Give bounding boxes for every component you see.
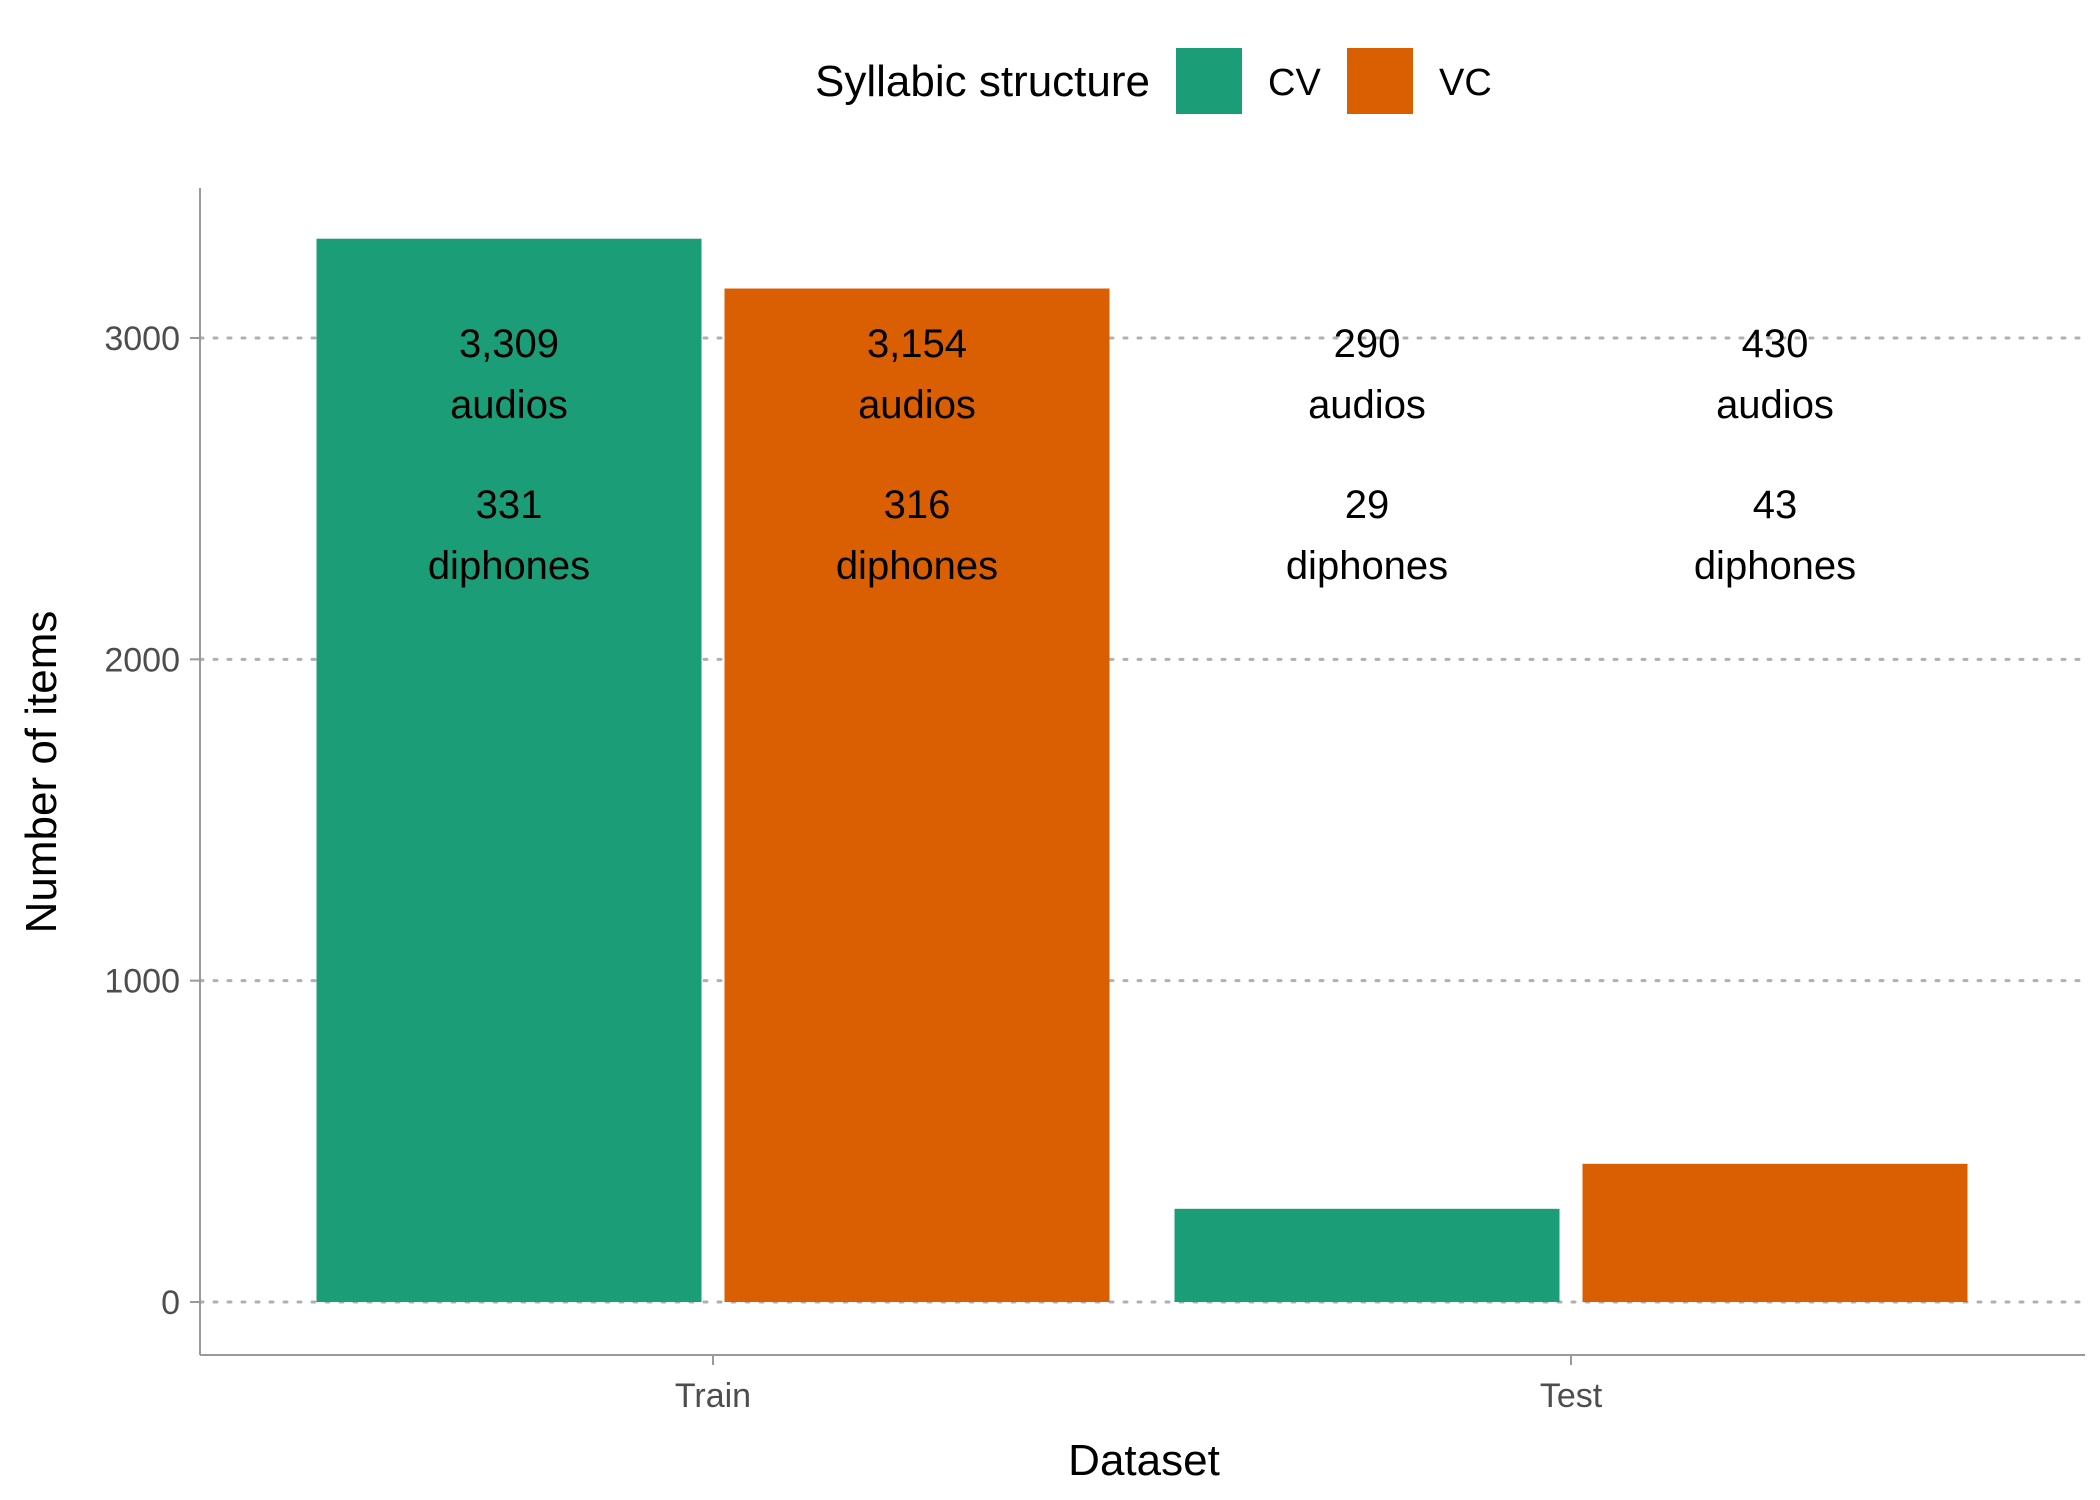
label-audios-count-cv-train: 3,309	[459, 322, 559, 366]
label-audios-word-vc-test: audios	[1716, 383, 1834, 427]
legend: Syllabic structure CV VC	[815, 48, 1492, 114]
label-audios-count-vc-train: 3,154	[867, 322, 967, 366]
label-diphones-count-cv-train: 331	[476, 483, 543, 527]
bar-vc-train	[724, 288, 1110, 1303]
y-axis-title: Number of items	[17, 611, 66, 934]
label-audios-count-vc-test: 430	[1742, 322, 1809, 366]
bar-labels: 3,309 audios 331 diphones 3,154 audios 316 diph…	[428, 322, 1856, 588]
label-audios-word-cv-test: audios	[1308, 383, 1426, 427]
legend-key-cv	[1176, 48, 1242, 114]
label-audios-word-vc-train: audios	[858, 383, 976, 427]
x-tick-label-train: Train	[675, 1377, 751, 1415]
bars	[316, 238, 1968, 1303]
label-diphones-count-vc-train: 316	[884, 483, 951, 527]
label-diphones-word-vc-test: diphones	[1694, 544, 1856, 588]
label-audios-word-cv-train: audios	[450, 383, 568, 427]
y-tick-label-1000: 1000	[104, 963, 180, 1001]
bar-cv-train	[316, 238, 702, 1302]
label-diphones-word-vc-train: diphones	[836, 544, 998, 588]
label-diphones-count-vc-test: 43	[1753, 483, 1798, 527]
y-tick-label-0: 0	[161, 1284, 180, 1322]
bar-vc-test	[1582, 1163, 1968, 1302]
bar-cv-test	[1174, 1208, 1560, 1302]
axes: 0 1000 2000 3000 Train Test	[104, 188, 2085, 1415]
legend-key-vc	[1347, 48, 1413, 114]
label-diphones-count-cv-test: 29	[1345, 483, 1390, 527]
x-axis-title: Dataset	[1068, 1436, 1220, 1485]
legend-label-cv: CV	[1268, 62, 1321, 104]
label-diphones-word-cv-test: diphones	[1286, 544, 1448, 588]
y-tick-label-3000: 3000	[104, 320, 180, 358]
legend-label-vc: VC	[1439, 62, 1492, 104]
label-diphones-word-cv-train: diphones	[428, 544, 590, 588]
y-tick-label-2000: 2000	[104, 641, 180, 679]
label-audios-count-cv-test: 290	[1334, 322, 1401, 366]
x-tick-label-test: Test	[1540, 1377, 1603, 1415]
legend-title: Syllabic structure	[815, 57, 1150, 106]
